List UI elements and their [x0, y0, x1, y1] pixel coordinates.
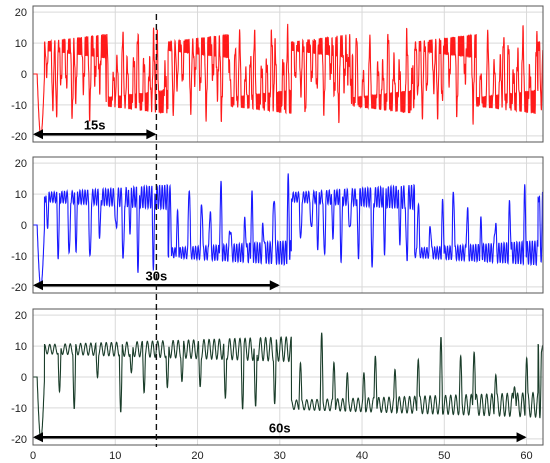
x-tick-label: 60: [520, 450, 532, 462]
x-tick-label: 20: [191, 450, 203, 462]
series-line: [33, 23, 544, 137]
x-tick-label: 10: [109, 450, 121, 462]
axes-frame: [32, 5, 544, 143]
arrow-head-right: [516, 432, 527, 443]
chart-panel-top: -20 -10 0 10 20 15s: [11, 5, 544, 143]
x-tick-label: 0: [30, 450, 36, 462]
y-tick-label: 10: [15, 38, 27, 50]
y-tick-label: 0: [21, 220, 27, 232]
y-tick-label: -20: [11, 282, 27, 294]
series-line: [33, 332, 544, 440]
y-tick-label: -10: [11, 251, 27, 263]
y-tick-label: 20: [15, 310, 27, 322]
y-tick-label: 0: [21, 69, 27, 81]
x-tick-label: 40: [356, 450, 368, 462]
y-tick-label: -10: [11, 403, 27, 415]
chart-panel-bottom: -20 -10 0 10 20 0 10 20 30 40 50 60 60s: [11, 308, 544, 462]
y-tick-label: 20: [15, 158, 27, 170]
y-tick-label: -20: [11, 434, 27, 446]
x-tick-label: 30: [274, 450, 286, 462]
axes-frame: [32, 156, 544, 294]
x-tick-label: 50: [438, 450, 450, 462]
y-tick-label: 10: [15, 189, 27, 201]
series-line: [33, 173, 544, 288]
span-label: 60s: [269, 420, 291, 435]
arrow-head-left: [33, 280, 43, 291]
y-tick-label: 20: [15, 7, 27, 19]
arrow-head-right: [269, 280, 280, 291]
y-tick-label: 10: [15, 341, 27, 353]
y-tick-label: -20: [11, 131, 27, 143]
y-tick-label: 0: [21, 372, 27, 384]
arrow-head-right: [146, 129, 157, 140]
arrow-head-left: [33, 129, 43, 140]
span-label: 15s: [84, 117, 106, 132]
arrow-head-left: [33, 432, 43, 443]
y-tick-label: -10: [11, 100, 27, 112]
axes-frame: [32, 308, 544, 446]
